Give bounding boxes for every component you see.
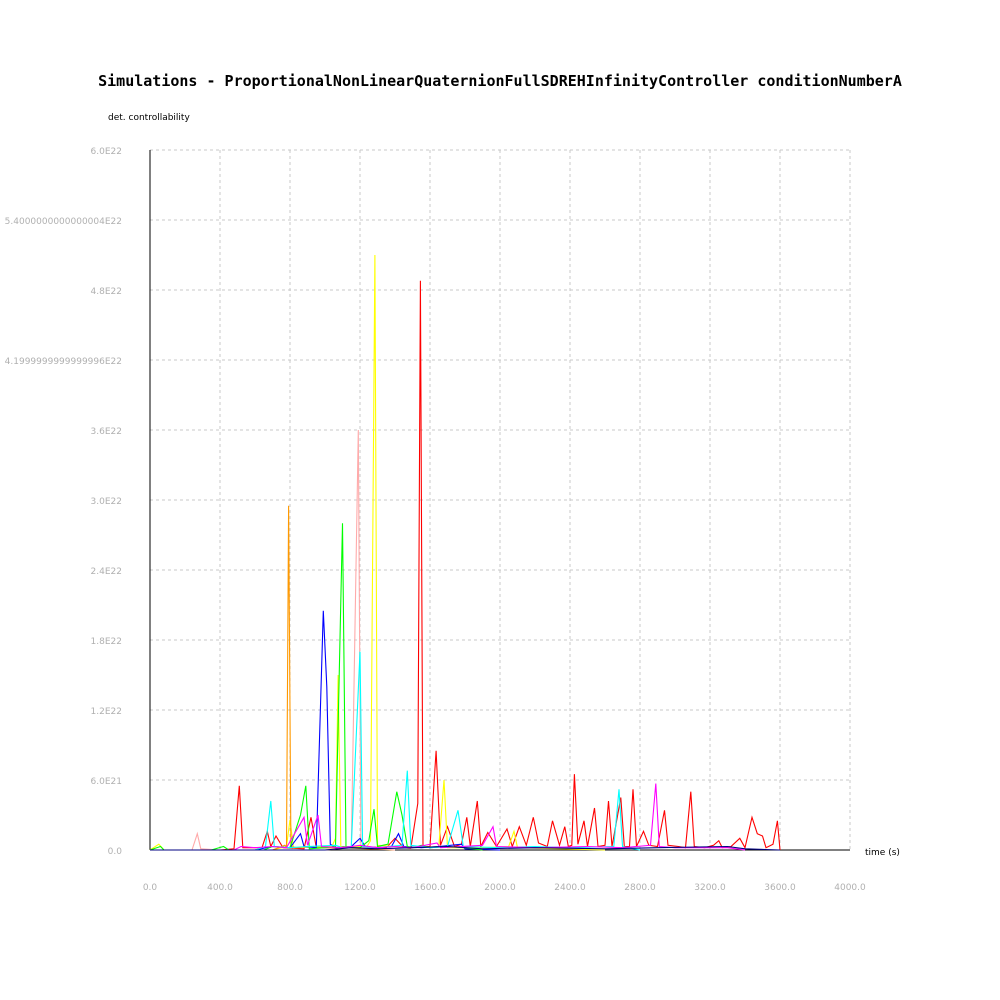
series-line-5	[150, 610, 501, 851]
y-tick-label: 4.8E22	[91, 287, 122, 297]
chart-title: Simulations - ProportionalNonLinearQuate…	[98, 72, 902, 90]
series-line-9	[150, 845, 781, 851]
x-tick-label: 2400.0	[554, 883, 586, 893]
series-line-2	[149, 254, 606, 851]
x-tick-label: 3600.0	[764, 883, 796, 893]
x-axis-label: time (s)	[865, 848, 900, 858]
y-tick-label: 3.0E22	[91, 497, 122, 507]
y-tick-label: 4.1999999999999996E22	[5, 357, 122, 367]
y-tick-label: 2.4E22	[91, 567, 122, 577]
x-tick-label: 2000.0	[484, 883, 516, 893]
y-tick-label: 1.2E22	[91, 707, 122, 717]
x-tick-label: 1600.0	[414, 883, 446, 893]
tick-labels: 0.0 6.0E21 1.2E22 1.8E22 2.4E22 3.0E22 3.6E22 4…	[5, 147, 866, 893]
series-line-7	[150, 651, 641, 851]
series-line-3	[150, 505, 396, 851]
y-tick-label: 6.0E21	[91, 777, 122, 787]
y-tick-label: 3.6E22	[91, 427, 122, 437]
y-tick-label: 0.0	[108, 847, 123, 857]
x-tick-label: 400.0	[207, 883, 233, 893]
x-tick-label: 0.0	[143, 883, 158, 893]
series-group	[149, 254, 781, 851]
y-tick-label: 5.4000000000000004E22	[5, 217, 122, 227]
x-tick-label: 1200.0	[344, 883, 376, 893]
y-tick-label: 6.0E22	[91, 147, 122, 157]
x-tick-label: 800.0	[277, 883, 303, 893]
y-axis-label: det. controllability	[108, 113, 190, 123]
x-tick-label: 4000.0	[834, 883, 866, 893]
series-line-1	[150, 280, 781, 851]
grid	[150, 149, 851, 850]
x-tick-label: 2800.0	[624, 883, 656, 893]
x-tick-label: 3200.0	[694, 883, 726, 893]
y-tick-label: 1.8E22	[91, 637, 122, 647]
